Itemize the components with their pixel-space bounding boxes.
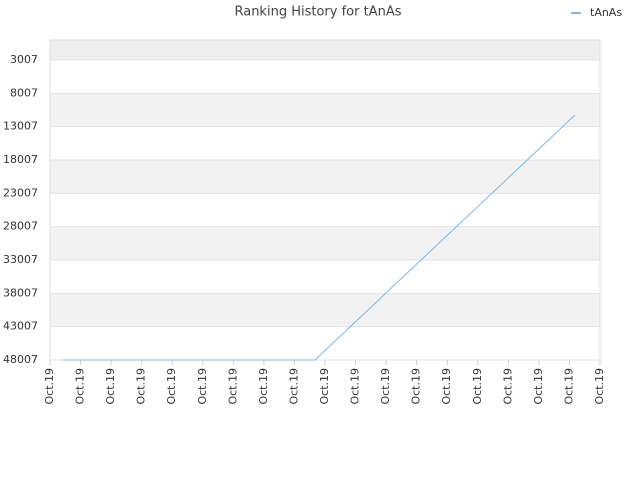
x-tick-label: Oct.19 xyxy=(440,368,453,405)
x-tick-label: Oct.19 xyxy=(593,368,606,405)
y-tick-label: 8007 xyxy=(10,86,38,99)
y-tick-label: 43007 xyxy=(3,320,38,333)
x-tick-label: Oct.19 xyxy=(226,368,239,405)
x-tick-label: Oct.19 xyxy=(379,368,392,405)
x-tick-label: Oct.19 xyxy=(135,368,148,405)
x-tick-label: Oct.19 xyxy=(410,368,423,405)
x-tick-label: Oct.19 xyxy=(196,368,209,405)
y-tick-label: 18007 xyxy=(3,153,38,166)
legend-label: tAnAs xyxy=(590,6,622,19)
x-tick-label: Oct.19 xyxy=(287,368,300,405)
grid-band xyxy=(50,160,600,194)
x-tick-label: Oct.19 xyxy=(471,368,484,405)
x-tick-label: Oct.19 xyxy=(562,368,575,405)
x-tick-label: Oct.19 xyxy=(104,368,117,405)
x-tick-label: Oct.19 xyxy=(349,368,362,405)
grid-band xyxy=(50,40,600,60)
x-tick-label: Oct.19 xyxy=(43,368,56,405)
y-tick-label: 48007 xyxy=(3,353,38,366)
y-tick-label: 3007 xyxy=(10,53,38,66)
chart-title: Ranking History for tAnAs xyxy=(234,5,401,20)
y-tick-label: 23007 xyxy=(3,186,38,199)
x-tick-label: Oct.19 xyxy=(532,368,545,405)
grid-band xyxy=(50,226,600,260)
y-tick-label: 33007 xyxy=(3,253,38,266)
x-tick-label: Oct.19 xyxy=(165,368,178,405)
grid-band xyxy=(50,293,600,327)
y-tick-label: 38007 xyxy=(3,286,38,299)
series-line xyxy=(63,114,576,361)
x-tick-label: Oct.19 xyxy=(257,368,270,405)
y-tick-label: 28007 xyxy=(3,220,38,233)
grid-band xyxy=(50,93,600,127)
x-tick-label: Oct.19 xyxy=(74,368,87,405)
x-tick-label: Oct.19 xyxy=(318,368,331,405)
y-tick-label: 13007 xyxy=(3,120,38,133)
x-tick-label: Oct.19 xyxy=(501,368,514,405)
